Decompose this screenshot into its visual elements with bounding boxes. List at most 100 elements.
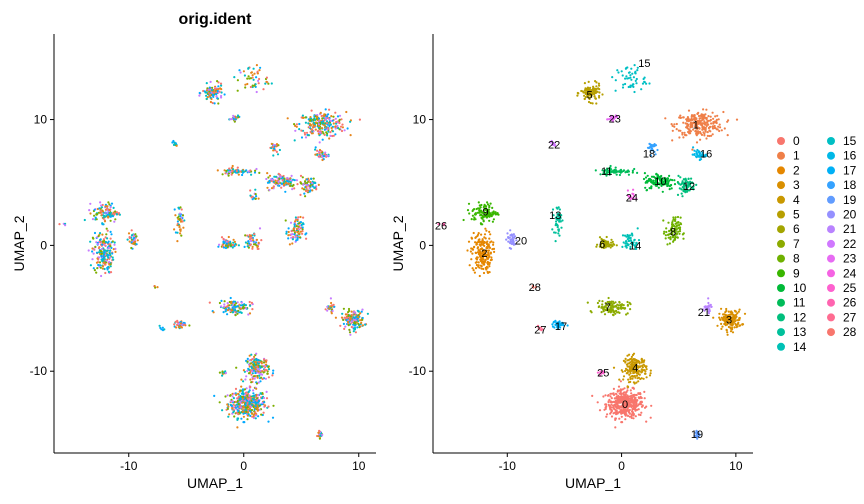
scatter-point	[598, 91, 601, 94]
scatter-point	[253, 377, 256, 380]
scatter-point	[718, 312, 721, 315]
scatter-point	[207, 88, 210, 91]
scatter-point	[350, 310, 353, 313]
scatter-point	[622, 401, 625, 405]
scatter-point	[209, 80, 212, 83]
scatter-point	[315, 116, 319, 119]
scatter-point	[213, 87, 217, 90]
scatter-point	[338, 118, 341, 121]
scatter-point	[485, 241, 488, 244]
scatter-point	[662, 232, 666, 235]
scatter-point	[667, 221, 670, 224]
scatter-point	[640, 358, 643, 361]
scatter-point	[283, 180, 286, 183]
scatter-point	[722, 318, 725, 322]
legend-label-18: 18	[843, 178, 857, 192]
scatter-point	[234, 387, 238, 390]
scatter-point	[620, 405, 623, 408]
scatter-point	[254, 188, 257, 191]
scatter-point	[693, 116, 696, 119]
scatter-point	[177, 322, 180, 326]
scatter-point	[649, 372, 652, 375]
scatter-point	[318, 141, 321, 144]
scatter-point	[163, 328, 166, 331]
scatter-point	[617, 71, 620, 74]
scatter-point	[248, 300, 251, 304]
scatter-point	[91, 250, 94, 253]
scatter-point	[327, 307, 330, 310]
scatter-point	[608, 404, 611, 407]
scatter-point	[271, 374, 274, 377]
scatter-point	[647, 178, 651, 181]
scatter-point	[477, 232, 480, 235]
scatter-point	[611, 240, 614, 243]
scatter-point	[486, 260, 489, 263]
legend-label-4: 4	[793, 193, 800, 207]
scatter-point	[623, 410, 626, 413]
scatter-point	[293, 225, 296, 228]
scatter-point	[249, 362, 252, 365]
scatter-point	[668, 174, 671, 177]
scatter-point	[317, 123, 320, 126]
scatter-point	[89, 264, 92, 267]
scatter-point	[635, 399, 638, 402]
scatter-point	[101, 265, 105, 268]
scatter-point	[254, 243, 257, 246]
scatter-point	[640, 88, 643, 91]
scatter-point	[286, 179, 289, 182]
scatter-point	[236, 301, 239, 304]
scatter-point	[127, 232, 131, 235]
scatter-point	[173, 323, 176, 326]
scatter-point	[313, 186, 316, 189]
scatter-point	[135, 243, 138, 246]
scatter-point	[492, 243, 495, 246]
scatter-point	[722, 313, 725, 316]
scatter-point	[109, 271, 113, 274]
scatter-point	[706, 131, 709, 134]
scatter-point	[631, 377, 634, 380]
scatter-point	[598, 409, 602, 412]
scatter-point	[326, 122, 329, 125]
scatter-point	[246, 408, 249, 411]
scatter-point	[100, 255, 103, 258]
scatter-point	[349, 120, 352, 123]
scatter-point	[320, 114, 323, 118]
scatter-point	[216, 169, 219, 172]
scatter-point	[235, 170, 238, 173]
scatter-point	[260, 239, 263, 242]
scatter-point	[226, 305, 229, 308]
scatter-point	[330, 312, 333, 315]
scatter-point	[329, 119, 333, 122]
scatter-point	[699, 120, 702, 123]
scatter-point	[330, 301, 333, 305]
scatter-point	[314, 153, 317, 156]
scatter-point	[101, 223, 104, 226]
scatter-point	[239, 307, 242, 310]
scatter-point	[255, 363, 258, 366]
scatter-point	[109, 265, 112, 268]
scatter-point	[252, 239, 255, 242]
scatter-point	[679, 114, 682, 117]
scatter-point	[707, 126, 711, 130]
scatter-point	[245, 410, 248, 413]
scatter-point	[636, 227, 639, 230]
scatter-point	[632, 76, 636, 79]
scatter-point	[103, 267, 106, 271]
scatter-point	[480, 223, 483, 226]
scatter-point	[303, 131, 306, 134]
scatter-point	[648, 187, 651, 190]
scatter-point	[291, 242, 294, 245]
scatter-point	[704, 113, 707, 116]
scatter-point	[299, 215, 302, 219]
scatter-point	[254, 169, 257, 172]
scatter-point	[626, 300, 629, 304]
scatter-point	[239, 71, 242, 74]
scatter-point	[491, 220, 494, 223]
scatter-point	[220, 299, 223, 302]
scatter-point	[508, 246, 511, 250]
scatter-point	[686, 125, 689, 128]
legend-label-22: 22	[843, 237, 857, 251]
scatter-point	[237, 244, 240, 247]
scatter-point	[558, 234, 561, 237]
scatter-point	[610, 415, 614, 418]
